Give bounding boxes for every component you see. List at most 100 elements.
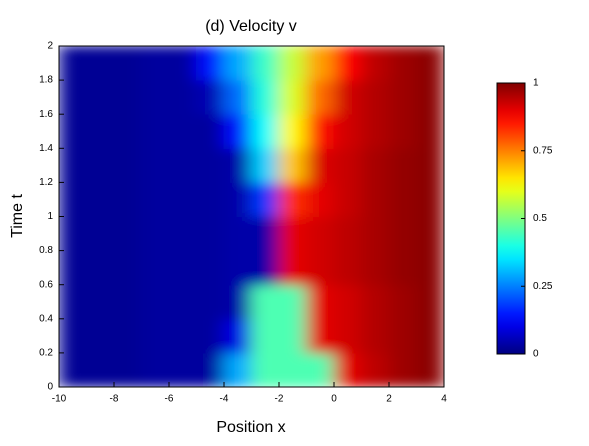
heatmap-cell — [333, 181, 362, 217]
heatmap-cell — [141, 352, 170, 387]
heatmap-cell — [86, 147, 115, 183]
y-tick-label: 2 — [47, 41, 53, 52]
heatmap-cell — [333, 250, 362, 286]
heatmap-cell — [168, 284, 197, 320]
heatmap-cell — [196, 79, 225, 115]
heatmap-cell — [59, 318, 87, 354]
heatmap-cell — [361, 250, 390, 286]
heatmap-cell — [333, 147, 362, 183]
heatmap-cell — [333, 318, 362, 354]
heatmap-cell — [306, 250, 335, 286]
heatmap-cell — [86, 250, 115, 286]
heatmap-cell — [196, 250, 225, 286]
x-tick-label: 4 — [441, 394, 447, 405]
heatmap-cell — [141, 46, 170, 81]
heatmap-cell — [113, 147, 142, 183]
heatmap-cell — [59, 352, 87, 387]
heatmap-cell — [196, 147, 225, 183]
y-tick-label: 0.6 — [39, 279, 53, 290]
y-axis-label: Time t — [9, 194, 26, 238]
y-tick-label: 1.6 — [39, 109, 53, 120]
heatmap-cell — [141, 181, 170, 217]
heatmap-cell — [361, 352, 390, 387]
heatmap-cell — [251, 352, 280, 387]
heatmap-cell — [388, 250, 417, 286]
heatmap-cell — [196, 216, 225, 252]
heatmap-cell — [113, 250, 142, 286]
colorbar — [496, 82, 526, 355]
heatmap-cell — [416, 352, 444, 387]
heatmap-cell — [306, 46, 335, 81]
heatmap-cell — [361, 181, 390, 217]
x-tick-label: -8 — [110, 394, 119, 405]
y-tick-label: 1 — [47, 211, 53, 222]
heatmap-cell — [251, 250, 280, 286]
heatmap-cell — [361, 46, 390, 81]
heatmap-cell — [141, 318, 170, 354]
heatmap-cell — [223, 79, 252, 115]
heatmap-cell — [223, 284, 252, 320]
heatmap-cells — [59, 46, 444, 387]
heatmap-cell — [251, 113, 280, 149]
heatmap-cell — [388, 147, 417, 183]
heatmap-cell — [306, 352, 335, 387]
heatmap-cell — [361, 284, 390, 320]
heatmap-cell — [168, 181, 197, 217]
heatmap-cell — [113, 181, 142, 217]
heatmap-cell — [168, 147, 197, 183]
y-tick-label: 1.8 — [39, 75, 53, 86]
heatmap-cell — [223, 147, 252, 183]
x-axis-label: Position x — [216, 419, 285, 436]
heatmap-cell — [141, 250, 170, 286]
heatmap-cell — [141, 147, 170, 183]
colorbar-tick-label: 0.5 — [533, 213, 547, 224]
heatmap-cell — [113, 46, 142, 81]
heatmap-cell — [113, 79, 142, 115]
heatmap-cell — [388, 318, 417, 354]
heatmap-cell — [59, 181, 87, 217]
heatmap-cell — [196, 46, 225, 81]
heatmap-cell — [86, 46, 115, 81]
heatmap-cell — [196, 284, 225, 320]
heatmap-cell — [306, 318, 335, 354]
heatmap-cell — [86, 284, 115, 320]
y-tick-label: 0.8 — [39, 245, 53, 256]
heatmap-cell — [278, 250, 307, 286]
heatmap-cell — [168, 352, 197, 387]
heatmap-cell — [306, 79, 335, 115]
heatmap-cell — [416, 250, 444, 286]
heatmap-cell — [251, 46, 280, 81]
heatmap-cell — [251, 284, 280, 320]
heatmap-cell — [388, 352, 417, 387]
heatmap-cell — [59, 147, 87, 183]
x-tick-label: 2 — [386, 394, 392, 405]
colorbar-tick-label: 1 — [533, 78, 539, 89]
heatmap-cell — [278, 284, 307, 320]
heatmap-cell — [306, 113, 335, 149]
heatmap-cell — [388, 79, 417, 115]
heatmap-cell — [141, 216, 170, 252]
heatmap-cell — [168, 318, 197, 354]
heatmap-cell — [361, 216, 390, 252]
heatmap-cell — [86, 181, 115, 217]
heatmap-cell — [416, 113, 444, 149]
heatmap-cell — [333, 79, 362, 115]
colorbar-tick-label: 0.75 — [533, 145, 553, 156]
heatmap-cell — [333, 46, 362, 81]
heatmap-cell — [223, 352, 252, 387]
heatmap-cell — [416, 181, 444, 217]
heatmap-cell — [278, 46, 307, 81]
heatmap-cell — [223, 181, 252, 217]
heatmap-cell — [278, 147, 307, 183]
x-tick-label: -10 — [52, 394, 67, 405]
heatmap-cell — [223, 113, 252, 149]
heatmap-cell — [251, 318, 280, 354]
heatmap-cell — [59, 216, 87, 252]
heatmap-cell — [416, 46, 444, 81]
heatmap-cell — [416, 216, 444, 252]
heatmap-cell — [416, 79, 444, 115]
y-tick-label: 1.2 — [39, 177, 53, 188]
heatmap-cell — [251, 181, 280, 217]
heatmap-cell — [168, 250, 197, 286]
heatmap-cell — [361, 113, 390, 149]
